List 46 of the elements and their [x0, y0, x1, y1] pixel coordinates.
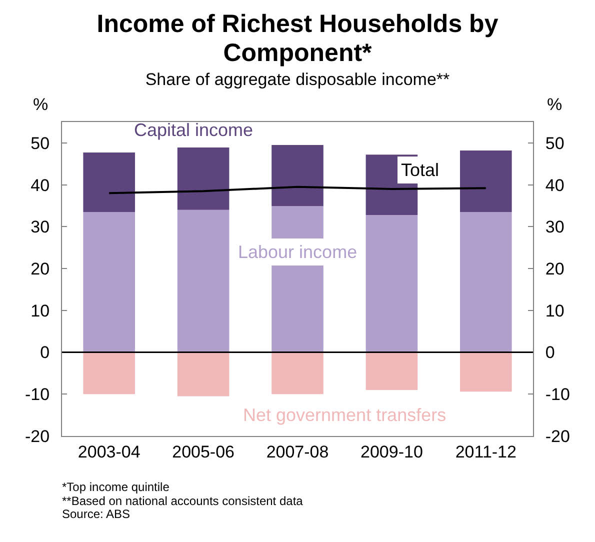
series-label: Capital income — [134, 120, 254, 140]
y2-tick-label: 20 — [545, 259, 564, 278]
x-tick-label: 2005-06 — [172, 442, 234, 462]
bar — [177, 352, 230, 396]
source-note: Source: ABS — [62, 507, 130, 521]
text: **Based on national accounts consistent data — [62, 494, 304, 508]
y-tick-label: 10 — [30, 301, 50, 320]
y-tick-label: 40 — [30, 176, 50, 195]
line-series — [108, 186, 487, 194]
bar — [460, 150, 512, 212]
y-tick-label: 50 — [30, 134, 50, 153]
y-tick-label: 20 — [30, 259, 50, 278]
y-tick-label: -20 — [25, 426, 50, 446]
x-tick-label: 2003-04 — [78, 442, 140, 462]
y2-tick-label: 10 — [545, 301, 564, 320]
x-tick-label: 2011-12 — [455, 442, 516, 462]
y2-axis-title: % — [547, 95, 562, 114]
x-tick-label: 2009-10 — [360, 442, 423, 462]
y-tick-label: 30 — [30, 218, 50, 237]
bar — [83, 352, 136, 394]
series-label: Total — [401, 160, 440, 180]
y2-tick-label: -20 — [545, 426, 570, 446]
y-tick-label: 0 — [40, 343, 50, 362]
y2-tick-label: 40 — [545, 176, 564, 195]
bar — [366, 352, 418, 390]
series-label: Net government transfers — [243, 405, 446, 425]
y2-tick-label: 0 — [545, 343, 555, 362]
y2-tick-label: 30 — [545, 218, 564, 237]
bar — [83, 212, 136, 352]
bar — [366, 214, 418, 352]
series-label: Labour income — [238, 242, 358, 262]
bar — [460, 212, 512, 352]
text: *Top income quintile — [62, 480, 170, 494]
bar — [83, 152, 136, 212]
chart-title: Income of Richest Households by Component* — [96, 10, 500, 68]
y2-tick-label: 50 — [545, 134, 564, 153]
bar — [460, 352, 512, 392]
bar — [272, 145, 324, 206]
bar — [177, 210, 230, 352]
y2-tick-label: -10 — [545, 385, 570, 404]
y-axis-title: % — [33, 95, 48, 114]
bar — [177, 148, 230, 210]
x-tick-label: 2007-08 — [266, 442, 329, 462]
chart-subtitle: Share of aggregate disposable income** — [144, 70, 451, 90]
bar — [272, 352, 324, 394]
y-tick-label: -10 — [25, 385, 50, 404]
